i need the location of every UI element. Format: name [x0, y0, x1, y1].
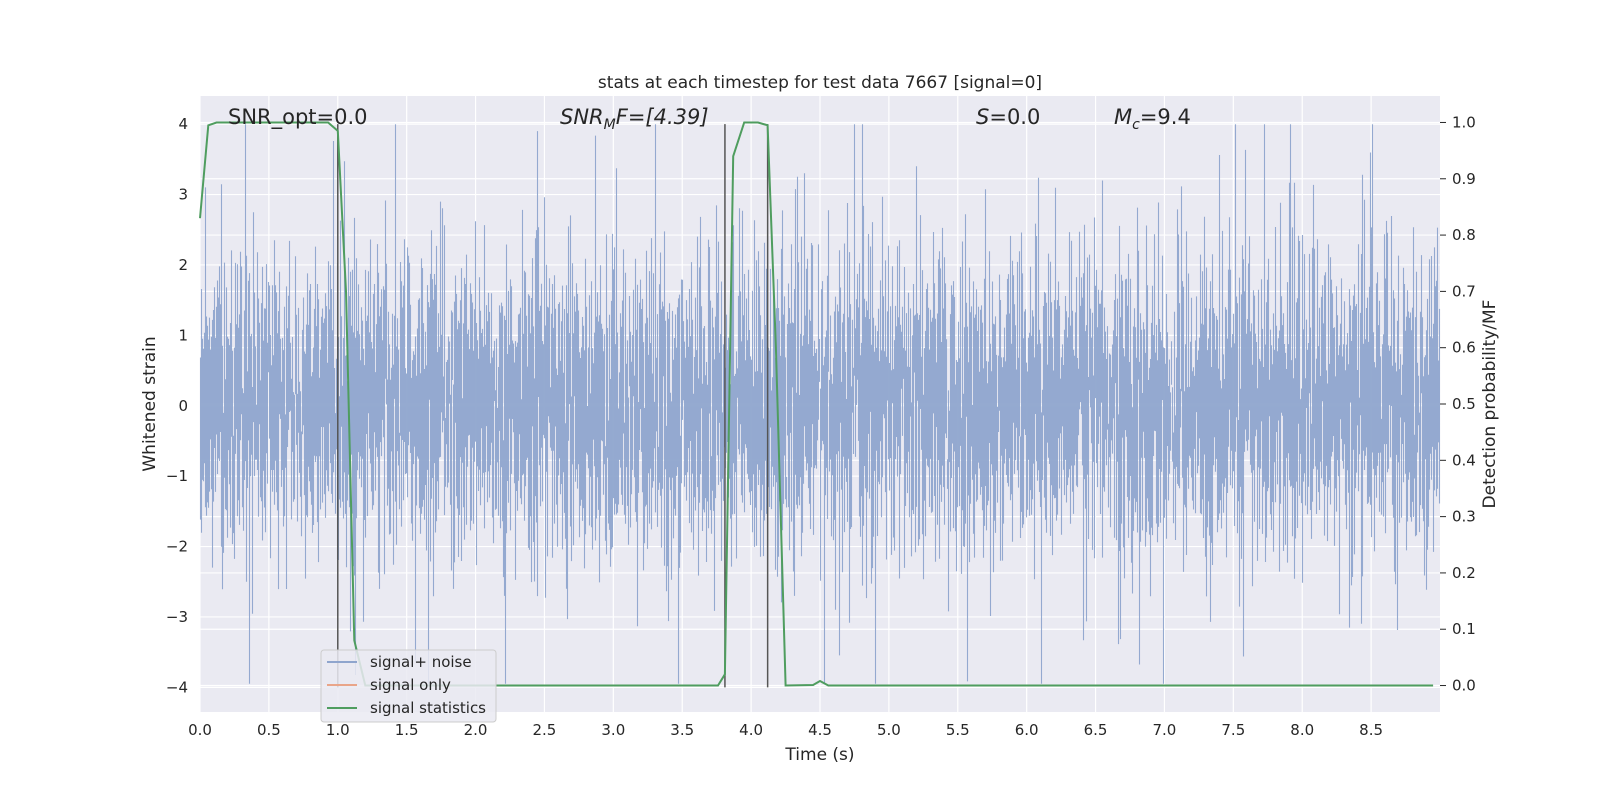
y-tick-label: 2	[178, 256, 188, 274]
x-axis-ticks: 0.0 0.5 1.0 1.5 2.0 2.5 3.0 3.5 4.0 4.5 5.0 5.5 6.0 6…	[188, 721, 1383, 739]
x-tick-label: 0.0	[188, 721, 212, 739]
x-tick-label: 8.5	[1359, 721, 1383, 739]
x-tick-label: 3.5	[670, 721, 694, 739]
x-tick-label: 1.5	[395, 721, 419, 739]
x-tick-label: 5.0	[877, 721, 901, 739]
legend: signal+ noise signal only signal statist…	[320, 649, 497, 723]
y-tick-label: −4	[166, 678, 188, 696]
x-tick-label: 5.5	[946, 721, 970, 739]
y-right-tick-label: 0.3	[1452, 508, 1476, 526]
x-tick-label: 8.0	[1290, 721, 1314, 739]
y-tick-label: −2	[166, 538, 188, 556]
y-right-tick-label: 0.4	[1452, 451, 1476, 469]
y-axis-label: Whitened strain	[140, 336, 160, 471]
y-tick-label: 3	[178, 186, 188, 204]
annotation-snr-opt: SNR_opt=0.0	[228, 105, 368, 130]
annotation-mc-sub: c	[1132, 117, 1140, 133]
y-tick-label: 1	[178, 326, 188, 344]
legend-frame	[320, 649, 497, 723]
annotation-snr-mf: SNRMF=[4.39]	[560, 105, 709, 133]
y-tick-label: 4	[178, 115, 188, 133]
annotation-mc-base: M	[1114, 105, 1132, 129]
annotation-s: S=0.0	[976, 105, 1040, 129]
vertical-markers	[337, 124, 769, 688]
annotation-snr-mf-rest: F=[4.39]	[616, 105, 709, 129]
statistics-line	[199, 121, 1434, 687]
x-tick-label: 6.0	[1015, 721, 1039, 739]
x-tick-label: 6.5	[1084, 721, 1108, 739]
y-tick-label: −3	[166, 608, 188, 626]
y-right-tick-label: 0.9	[1452, 170, 1476, 188]
y-right-tick-label: 0.7	[1452, 282, 1476, 300]
y-axis-right-label: Detection probability/MF	[1480, 300, 1500, 509]
x-tick-label: 1.0	[326, 721, 350, 739]
legend-label-signal-noise: signal+ noise	[370, 653, 472, 671]
y-right-tick-label: 0.8	[1452, 226, 1476, 244]
x-axis-label: Time (s)	[784, 745, 854, 765]
y-right-tick-label: 0.6	[1452, 339, 1476, 357]
y-right-tick-label: 0.1	[1452, 620, 1476, 638]
x-tick-label: 0.5	[257, 721, 281, 739]
y-tick-label: −1	[166, 467, 188, 485]
y-right-tick-label: 0.0	[1452, 677, 1476, 695]
legend-label-signal-only: signal only	[370, 676, 451, 694]
annotation-snr-mf-sub: M	[604, 117, 616, 133]
x-tick-label: 3.0	[601, 721, 625, 739]
x-tick-label: 7.0	[1153, 721, 1177, 739]
annotation-mc-rest: =9.4	[1140, 105, 1191, 129]
x-tick-label: 7.5	[1221, 721, 1245, 739]
chart-title: stats at each timestep for test data 766…	[598, 73, 1042, 93]
x-tick-label: 4.0	[739, 721, 763, 739]
legend-label-signal-statistics: signal statistics	[370, 699, 486, 717]
y-right-tick-label: 0.2	[1452, 564, 1476, 582]
x-tick-label: 2.5	[533, 721, 557, 739]
y-tick-label: 0	[178, 397, 188, 415]
x-tick-label: 2.0	[464, 721, 488, 739]
annotation-s-base: S	[976, 105, 989, 129]
y-right-tick-label: 1.0	[1452, 113, 1476, 131]
annotation-snr-mf-base: SNR	[560, 105, 604, 129]
y-axis-right-ticks: 0.0 0.1 0.2 0.3 0.4 0.5 0.6 0.7 0.8 0.9 1.0	[1440, 113, 1476, 695]
y-axis-ticks: −4 −3 −2 −1 0 1 2 3 4	[166, 115, 188, 696]
x-tick-label: 4.5	[808, 721, 832, 739]
series-signal-statistics	[199, 121, 1434, 687]
annotation-mc: Mc=9.4	[1114, 105, 1191, 133]
annotation-s-rest: =0.0	[989, 105, 1040, 129]
y-right-tick-label: 0.5	[1452, 395, 1476, 413]
